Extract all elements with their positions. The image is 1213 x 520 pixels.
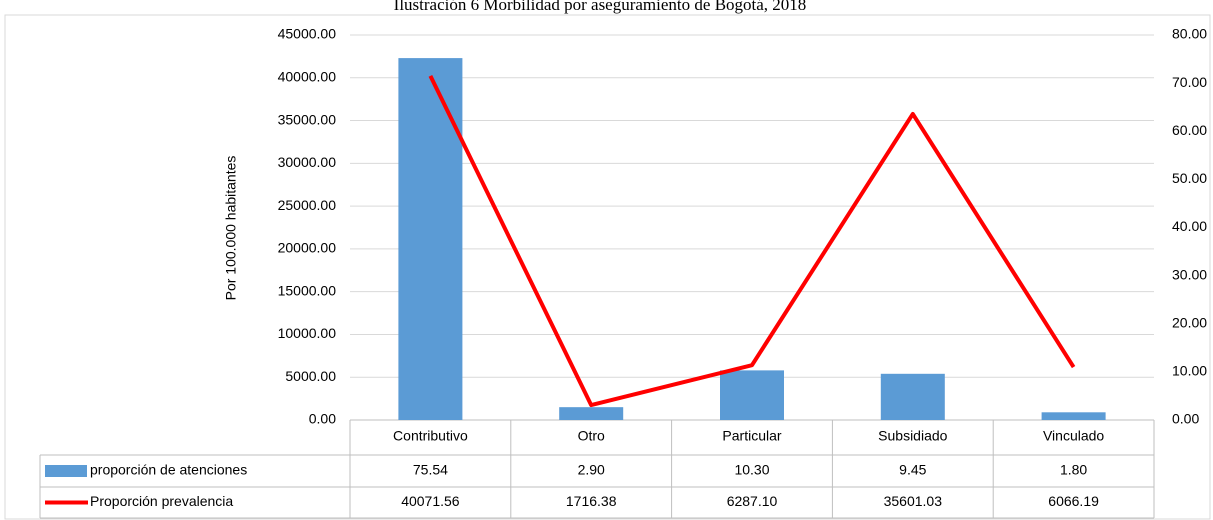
- x-tick-label: Otro: [578, 428, 605, 444]
- line-series: [428, 75, 1076, 408]
- y-tick-label: 30000.00: [278, 154, 337, 170]
- x-tick-label: Particular: [722, 428, 781, 444]
- bar: [398, 58, 463, 420]
- y-axis-label: Por 100.000 habitantes: [223, 156, 239, 301]
- table-cell: 6287.10: [727, 493, 778, 509]
- bar: [880, 373, 945, 420]
- table-cell: 1.80: [1060, 462, 1087, 478]
- y-tick-label: 15000.00: [278, 282, 337, 298]
- y-tick-label: 10000.00: [278, 325, 337, 341]
- bar: [1041, 412, 1106, 420]
- legend-label: Proporción prevalencia: [90, 493, 233, 509]
- y-tick-label: 25000.00: [278, 197, 337, 213]
- y2-tick-label: 30.00: [1172, 266, 1207, 282]
- y2-tick-label: 50.00: [1172, 170, 1207, 186]
- y2-tick-label: 40.00: [1172, 218, 1207, 234]
- y2-tick-label: 20.00: [1172, 314, 1207, 330]
- y-tick-label: 5000.00: [285, 368, 336, 384]
- table-cell: 6066.19: [1048, 493, 1099, 509]
- chart-border: [4, 14, 1211, 520]
- y-tick-label: 35000.00: [278, 111, 337, 127]
- legend-key: [45, 465, 87, 477]
- y2-tick-label: 70.00: [1172, 74, 1207, 90]
- table-cell: 40071.56: [401, 493, 460, 509]
- x-tick-label: Vinculado: [1043, 428, 1104, 444]
- table-cell: 35601.03: [884, 493, 943, 509]
- table-cell: 75.54: [413, 462, 448, 478]
- x-tick-label: Subsidiado: [878, 428, 947, 444]
- y2-tick-label: 0.00: [1172, 411, 1199, 427]
- y-tick-label: 0.00: [309, 411, 336, 427]
- y2-tick-label: 80.00: [1172, 26, 1207, 42]
- bar: [720, 370, 784, 420]
- y-tick-label: 45000.00: [278, 26, 337, 42]
- x-tick-label: Contributivo: [393, 428, 468, 444]
- table-cell: 9.45: [899, 462, 926, 478]
- table-cell: 1716.38: [566, 493, 617, 509]
- table-cell: 10.30: [734, 462, 769, 478]
- y2-tick-label: 10.00: [1172, 363, 1207, 379]
- bar: [559, 407, 624, 420]
- y2-tick-label: 60.00: [1172, 122, 1207, 138]
- y-tick-label: 40000.00: [278, 68, 337, 84]
- chart-title: Ilustración 6 Morbilidad por aseguramien…: [394, 0, 807, 14]
- y-tick-label: 20000.00: [278, 240, 337, 256]
- legend-label: proporción de atenciones: [90, 462, 247, 478]
- table-cell: 2.90: [578, 462, 605, 478]
